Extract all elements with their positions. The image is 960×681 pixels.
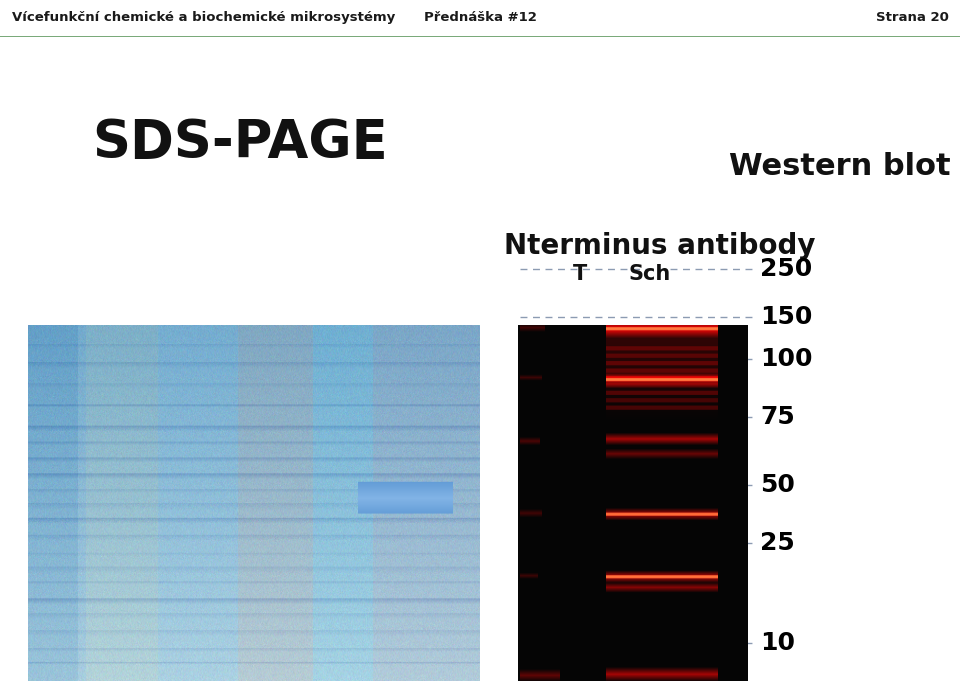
Text: 150: 150 bbox=[760, 304, 812, 329]
Text: 50: 50 bbox=[760, 473, 795, 497]
Text: Western blot: Western blot bbox=[730, 153, 950, 181]
Text: Strana 20: Strana 20 bbox=[876, 12, 948, 25]
Text: 10: 10 bbox=[760, 631, 795, 655]
Text: 75: 75 bbox=[760, 405, 795, 429]
Text: Sch: Sch bbox=[629, 264, 671, 285]
Text: Vícefunkční chemické a biochemické mikrosystémy: Vícefunkční chemické a biochemické mikro… bbox=[12, 12, 395, 25]
Text: Nterminus antibody: Nterminus antibody bbox=[504, 232, 816, 260]
Text: SDS-PAGE: SDS-PAGE bbox=[92, 117, 388, 169]
Text: Přednáška #12: Přednáška #12 bbox=[423, 12, 537, 25]
Text: 25: 25 bbox=[760, 530, 795, 555]
Text: 250: 250 bbox=[760, 257, 812, 281]
Text: 100: 100 bbox=[760, 347, 812, 371]
Text: T: T bbox=[573, 264, 588, 285]
